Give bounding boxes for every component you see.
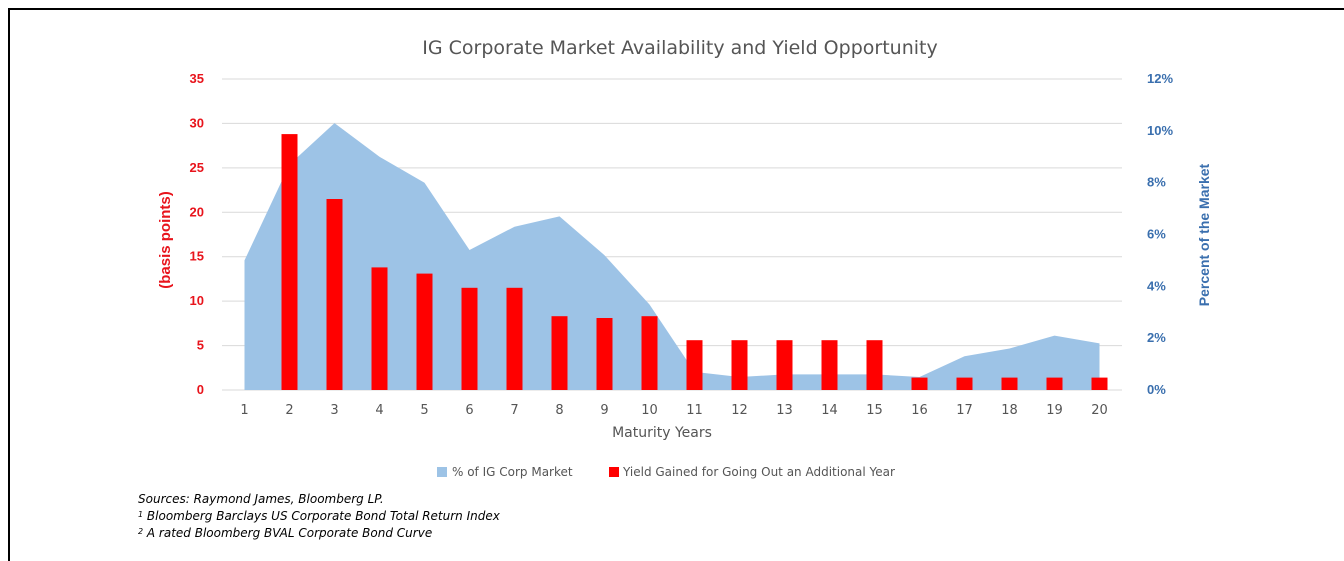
- left-axis-label: (basis points): [157, 191, 174, 289]
- legend: % of IG Corp Market Yield Gained for Goi…: [437, 465, 895, 479]
- x-tick-label: 10: [641, 403, 658, 418]
- x-tick-label: 5: [420, 403, 428, 418]
- x-tick-label: 19: [1046, 403, 1063, 418]
- bar: [1091, 377, 1108, 390]
- bar-series: [281, 134, 1108, 390]
- right-tick-label: 0%: [1147, 382, 1166, 397]
- bar: [911, 377, 928, 390]
- right-axis-label: Percent of the Market: [1196, 163, 1212, 306]
- bar: [821, 340, 838, 390]
- left-tick-label: 5: [197, 338, 204, 353]
- x-tick-label: 9: [600, 403, 608, 418]
- x-tick-label: 16: [911, 403, 928, 418]
- x-tick-label: 20: [1091, 403, 1108, 418]
- bar: [1046, 377, 1063, 390]
- right-tick-label: 6%: [1147, 227, 1166, 242]
- x-tick-label: 8: [555, 403, 563, 418]
- bar: [956, 377, 973, 390]
- x-tick-label: 11: [686, 403, 703, 418]
- bar: [416, 273, 433, 390]
- chart-frame: [8, 8, 1344, 561]
- x-axis-label: Maturity Years: [612, 425, 712, 441]
- bar: [866, 340, 883, 390]
- left-tick-label: 25: [190, 160, 204, 175]
- left-tick-label: 15: [190, 249, 204, 264]
- legend-label-bar: Yield Gained for Going Out an Additional…: [622, 465, 895, 479]
- x-tick-label: 4: [375, 403, 383, 418]
- legend-swatch-area: [437, 467, 447, 477]
- bar: [686, 340, 703, 390]
- area-series: [244, 123, 1100, 390]
- left-tick-label: 20: [190, 204, 204, 219]
- x-tick-label: 18: [1001, 403, 1018, 418]
- bar: [506, 287, 523, 390]
- x-tick-label: 1: [240, 403, 248, 418]
- footnotes: Sources: Raymond James, Bloomberg LP. 1 …: [138, 491, 500, 542]
- left-tick-label: 35: [190, 71, 204, 86]
- left-tick-label: 30: [190, 115, 204, 130]
- left-tick-label: 10: [190, 293, 204, 308]
- left-tick-label: 0: [197, 382, 204, 397]
- right-tick-label: 12%: [1147, 71, 1173, 86]
- x-tick-label: 12: [731, 403, 748, 418]
- x-tick-label: 13: [776, 403, 793, 418]
- bar: [1001, 377, 1018, 390]
- x-tick-label: 2: [285, 403, 293, 418]
- bar: [461, 287, 478, 390]
- bar: [371, 267, 388, 390]
- bar: [551, 316, 568, 390]
- sources-note: Sources: Raymond James, Bloomberg LP.: [138, 492, 384, 506]
- right-tick-label: 4%: [1147, 278, 1166, 293]
- x-tick-label: 14: [821, 403, 838, 418]
- x-tick-label: 17: [956, 403, 973, 418]
- right-tick-label: 10%: [1147, 123, 1173, 138]
- x-tick-label: 7: [510, 403, 518, 418]
- bar: [596, 318, 613, 390]
- right-tick-label: 2%: [1147, 330, 1166, 345]
- footnote-2: 2 A rated Bloomberg BVAL Corporate Bond …: [138, 526, 433, 540]
- bar: [641, 316, 658, 390]
- bar: [776, 340, 793, 390]
- x-tick-label: 3: [330, 403, 338, 418]
- x-tick-label: 15: [866, 403, 883, 418]
- bar: [281, 134, 298, 390]
- area-series-shape: [244, 123, 1100, 390]
- chart-title: IG Corporate Market Availability and Yie…: [422, 37, 937, 59]
- legend-label-area: % of IG Corp Market: [452, 465, 573, 479]
- bar: [731, 340, 748, 390]
- legend-swatch-bar: [609, 467, 619, 477]
- footnote-1: 1 Bloomberg Barclays US Corporate Bond T…: [138, 509, 500, 523]
- bar: [326, 199, 343, 390]
- x-tick-label: 6: [465, 403, 473, 418]
- right-tick-label: 8%: [1147, 175, 1166, 190]
